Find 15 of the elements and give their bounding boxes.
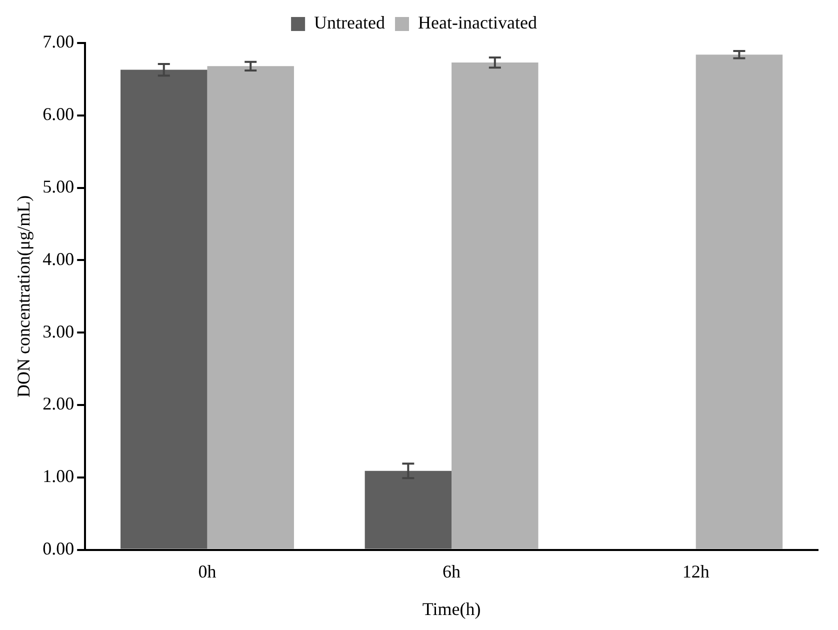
y-tick-label: 7.00 — [42, 32, 74, 52]
y-axis-title: DON concentration(μg/mL) — [14, 195, 34, 398]
x-axis-title: Time(h) — [422, 598, 481, 619]
y-tick-label: 2.00 — [42, 394, 74, 414]
y-tick-label: 4.00 — [42, 248, 74, 269]
x-tick-label: 6h — [442, 561, 461, 582]
legend-label: Untreated — [314, 12, 386, 33]
y-tick-label: 3.00 — [42, 321, 74, 342]
x-tick-label: 0h — [198, 561, 216, 582]
x-tick-label: 12h — [682, 561, 710, 582]
legend-label: Heat-inactivated — [418, 12, 537, 33]
y-tick-label: 5.00 — [42, 176, 74, 197]
y-tick-label: 0.00 — [42, 538, 74, 559]
y-tick-label: 1.00 — [42, 466, 74, 486]
y-tick-label: 6.00 — [42, 104, 74, 124]
